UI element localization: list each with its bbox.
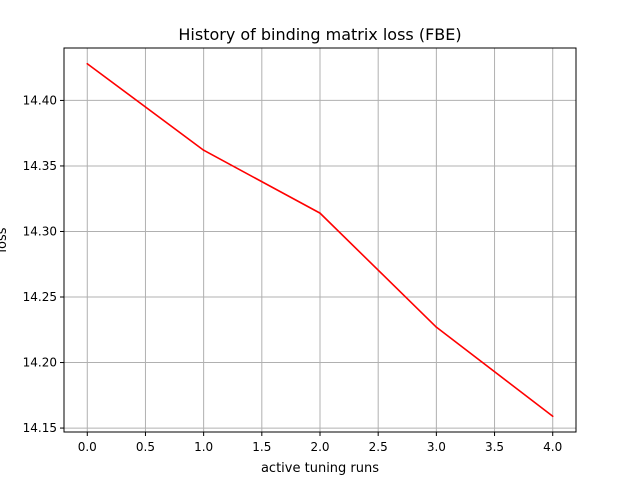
y-axis-ticks: 14.15 14.20 14.25 14.30 14.35 14.40 (23, 93, 64, 435)
y-axis-label: loss (0, 227, 10, 252)
x-axis-ticks: 0.0 0.5 1.0 1.5 2.0 2.5 3.0 3.5 4.0 (78, 432, 562, 454)
data-point (86, 62, 89, 65)
x-tick-label: 1.5 (252, 440, 271, 454)
x-tick-label: 2.5 (369, 440, 388, 454)
y-tick-label: 14.25 (23, 290, 57, 304)
data-point (435, 326, 438, 328)
x-tick-label: 3.5 (485, 440, 504, 454)
x-tick-label: 3.0 (427, 440, 446, 454)
data-point (202, 149, 205, 152)
data-point (551, 415, 554, 418)
x-tick-label: 1.0 (194, 440, 213, 454)
data-point (319, 212, 321, 214)
x-tick-label: 4.0 (543, 440, 562, 454)
y-tick-label: 14.15 (23, 421, 57, 435)
y-tick-label: 14.20 (23, 356, 57, 370)
x-axis-label: active tuning runs (261, 461, 379, 476)
x-tick-label: 0.5 (136, 440, 155, 454)
grid-lines (64, 48, 576, 432)
x-tick-label: 2.0 (310, 440, 329, 454)
y-tick-label: 14.30 (23, 224, 57, 238)
y-tick-label: 14.35 (23, 159, 57, 173)
x-tick-label: 0.0 (78, 440, 97, 454)
y-tick-label: 14.40 (23, 93, 57, 107)
series-layer (86, 62, 554, 418)
chart-title: History of binding matrix loss (FBE) (178, 25, 461, 44)
